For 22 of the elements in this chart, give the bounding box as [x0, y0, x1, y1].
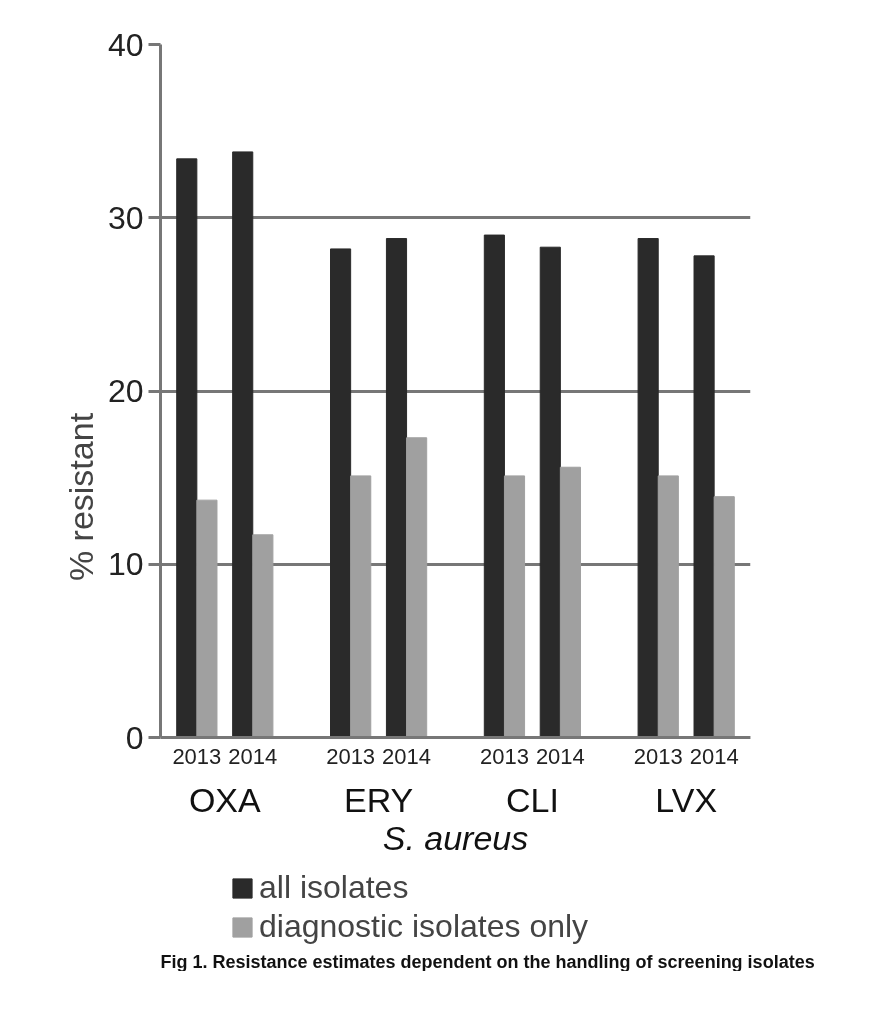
x-tick-label: 2013 — [172, 743, 222, 769]
x-tick-label: 2014 — [689, 743, 739, 769]
x-tick-label: 2014 — [382, 743, 432, 769]
x-tick-label: 2014 — [228, 743, 278, 769]
text: LVX — [655, 780, 718, 819]
text: OXA — [188, 780, 262, 819]
text: CLI — [505, 780, 559, 819]
x-tick-label: 2013 — [326, 743, 376, 769]
legend-label: all isolates — [259, 869, 409, 906]
text: ERY — [343, 780, 414, 819]
x-tick-label: 2013 — [633, 743, 683, 769]
caption: Fig 1. Resistance estimates dependent on the handling of screening isolates — [160, 951, 815, 972]
x-tick-label: 2014 — [535, 743, 585, 769]
y-tick-label: 0 — [125, 719, 144, 756]
legend-label: diagnostic isolates only — [259, 908, 589, 945]
y-tick-label: 40 — [107, 26, 144, 63]
y-tick-label: 20 — [107, 373, 144, 409]
y-tick-label: 30 — [107, 199, 144, 236]
x-axis-title: S. aureus — [382, 818, 529, 857]
y-tick-label: 10 — [107, 546, 144, 583]
y-axis-title: % resistant — [61, 412, 100, 582]
x-tick-label: 2013 — [479, 743, 529, 769]
